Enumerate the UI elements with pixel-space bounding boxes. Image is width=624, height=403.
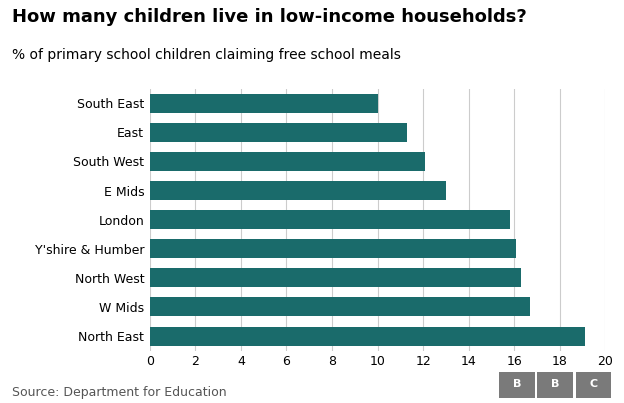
Text: % of primary school children claiming free school meals: % of primary school children claiming fr…	[12, 48, 401, 62]
Bar	[150, 268, 521, 287]
FancyBboxPatch shape	[537, 372, 573, 397]
Bar	[150, 210, 510, 229]
Bar	[150, 239, 517, 258]
Bar	[150, 326, 585, 345]
Bar	[150, 181, 446, 200]
FancyBboxPatch shape	[575, 372, 611, 397]
FancyBboxPatch shape	[499, 372, 535, 397]
Bar	[150, 123, 407, 142]
Text: Source: Department for Education: Source: Department for Education	[12, 386, 227, 399]
Text: B: B	[513, 379, 521, 389]
Text: B: B	[551, 379, 559, 389]
Text: C: C	[589, 379, 597, 389]
Bar	[150, 152, 426, 171]
Text: How many children live in low-income households?: How many children live in low-income hou…	[12, 8, 527, 26]
Bar	[150, 94, 378, 113]
Bar	[150, 297, 530, 316]
